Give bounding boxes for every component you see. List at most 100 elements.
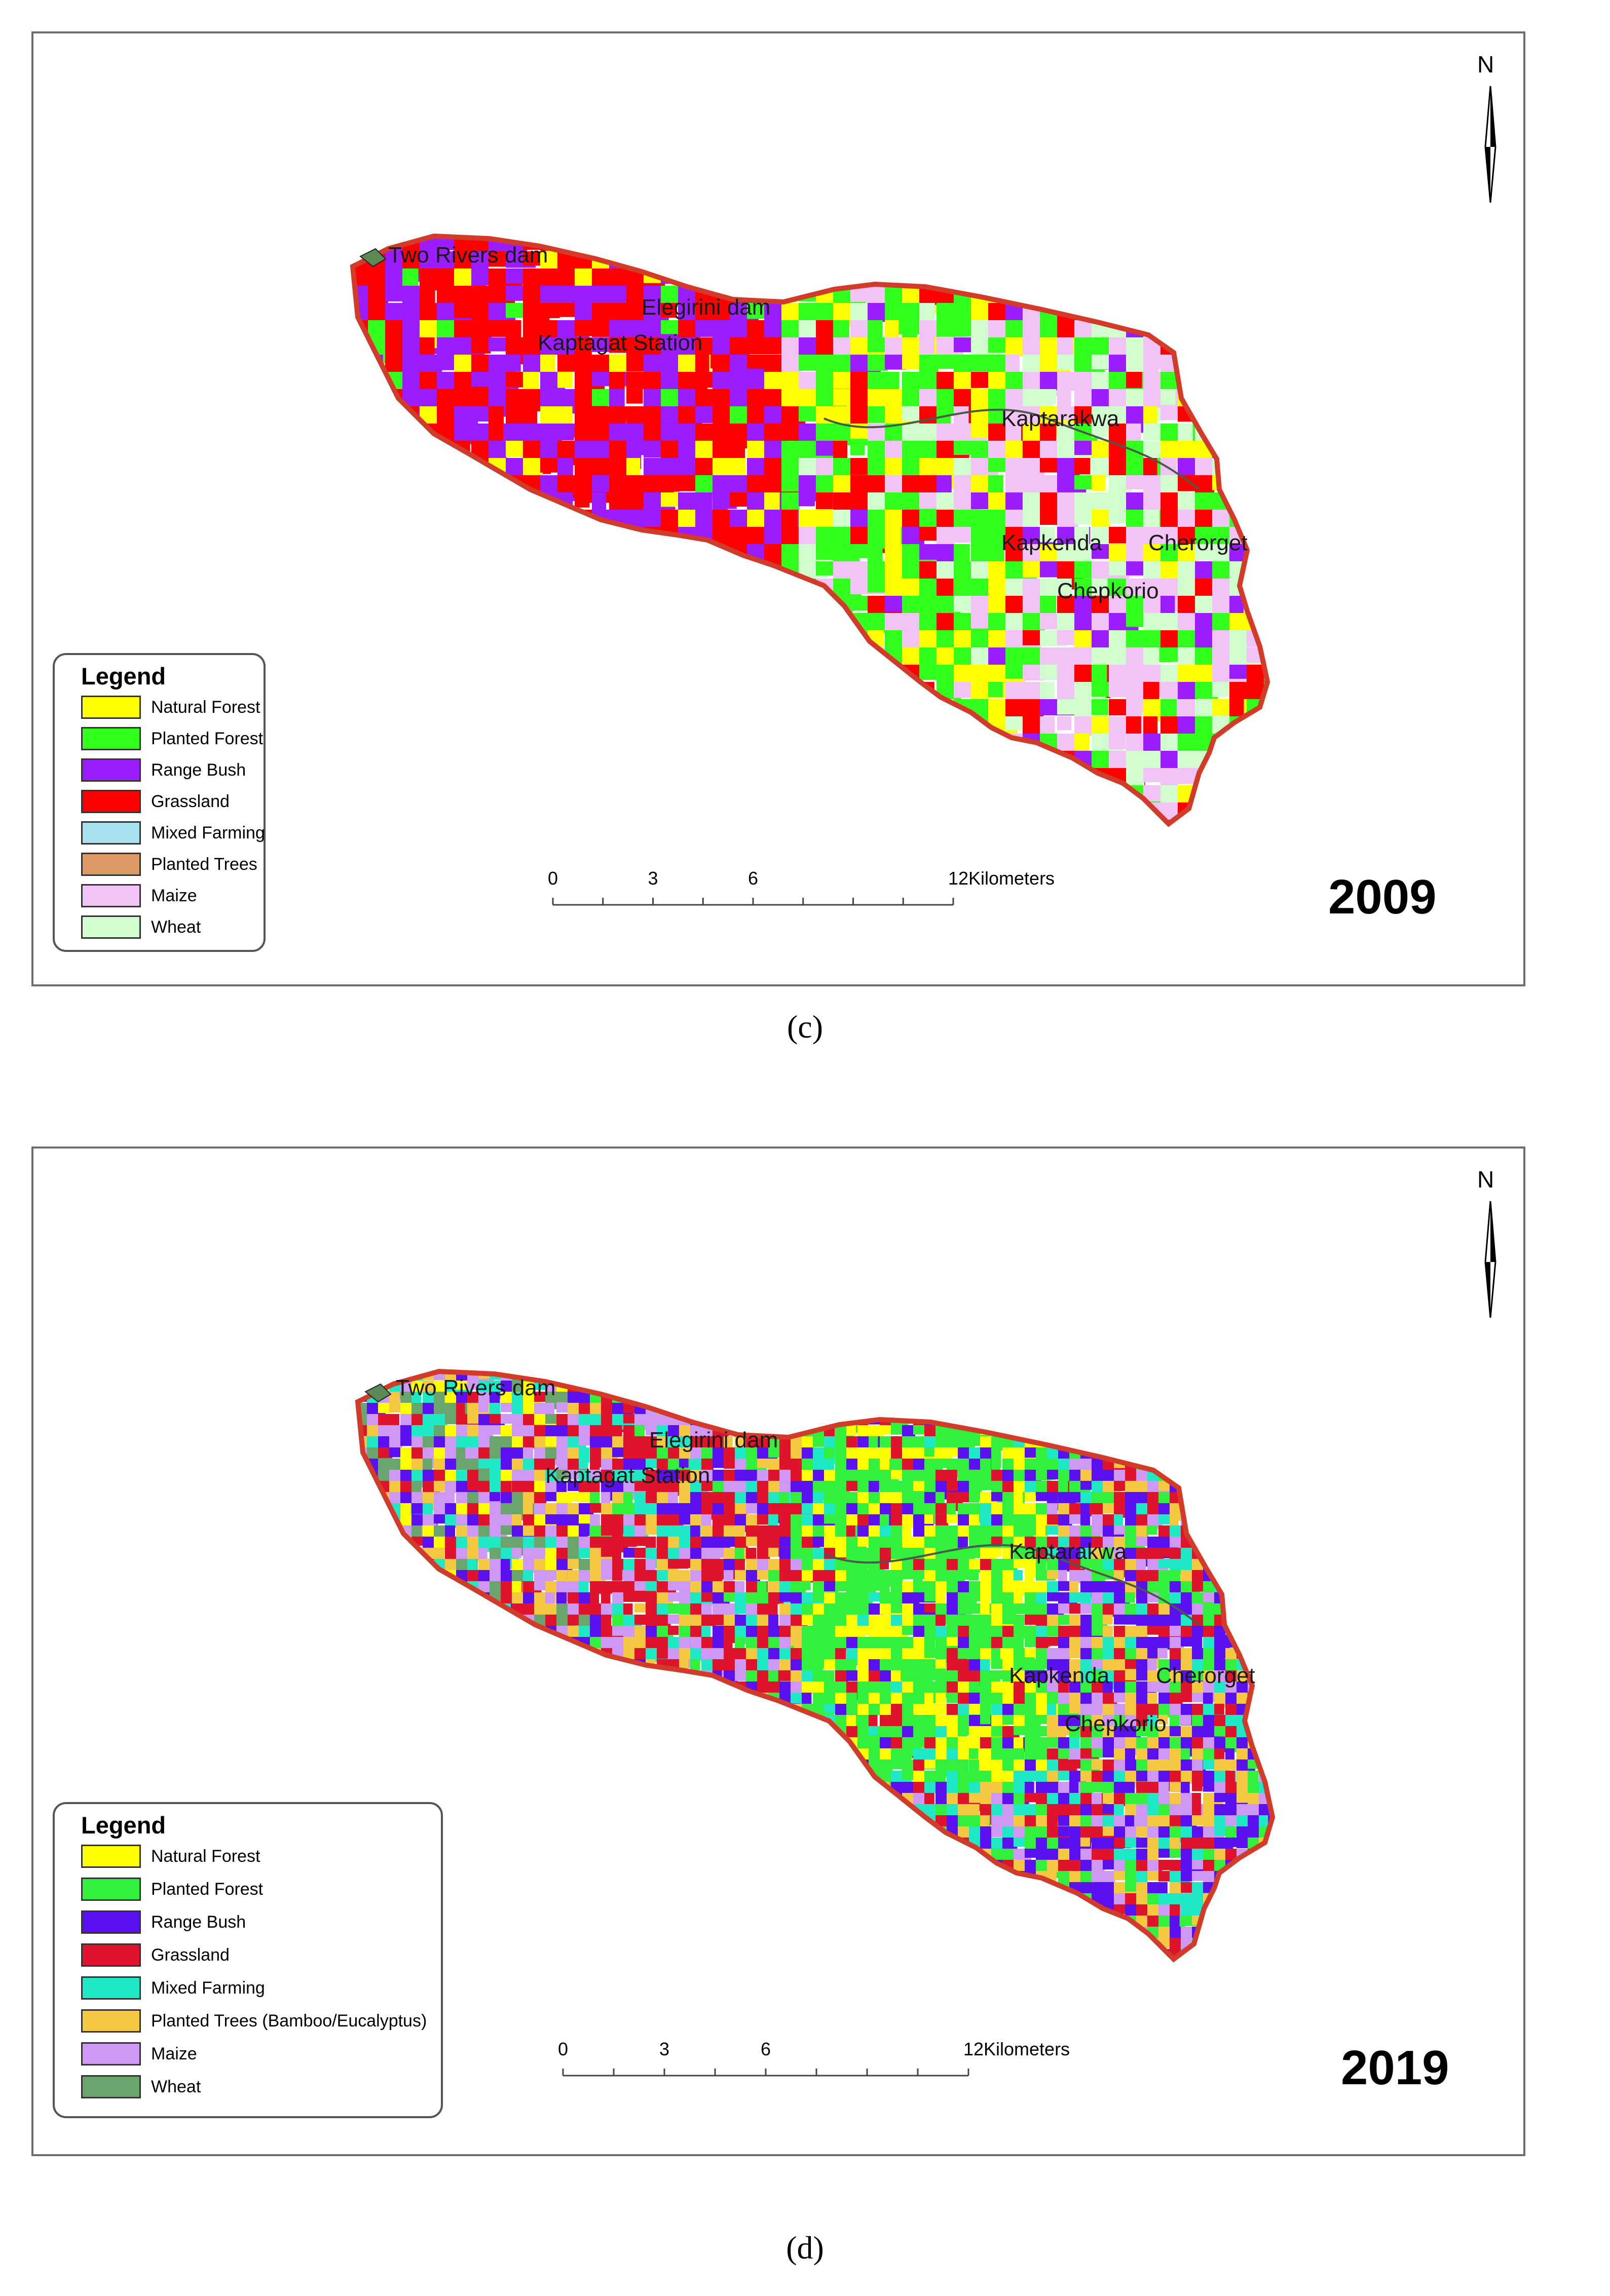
land-cover-patch [592, 785, 615, 812]
land-cover-patch [1270, 1459, 1272, 1480]
land-cover-patch [757, 1381, 783, 1401]
land-cover-patch [423, 1425, 435, 1435]
land-cover-patch [1264, 424, 1267, 449]
land-cover-patch [971, 820, 995, 824]
land-cover-patch [747, 251, 768, 267]
land-cover-patch [1270, 1414, 1272, 1424]
land-cover-patch [1270, 1626, 1272, 1645]
land-cover-patch [389, 1570, 412, 1592]
land-cover-patch [813, 1748, 823, 1763]
land-cover-patch [1214, 1459, 1239, 1469]
land-cover-patch [695, 820, 723, 824]
land-cover-patch [1178, 355, 1211, 384]
land-cover-patch [833, 768, 857, 801]
land-cover-patch [1125, 1381, 1143, 1390]
land-cover-patch [1270, 1481, 1272, 1499]
land-cover-patch [971, 734, 989, 764]
land-cover-patch [402, 579, 439, 603]
land-cover-patch [695, 699, 717, 729]
land-cover-patch [1195, 337, 1219, 370]
land-cover-patch [988, 734, 1007, 759]
land-cover-patch [612, 1771, 638, 1782]
land-cover-patch [634, 1748, 653, 1769]
land-cover-patch [523, 1726, 546, 1738]
land-cover-patch [612, 1693, 635, 1702]
land-cover-patch [1002, 1392, 1015, 1402]
land-cover-patch [799, 236, 831, 263]
land-cover-patch [368, 424, 388, 440]
land-cover-patch [735, 1704, 747, 1716]
land-cover-patch [779, 1759, 805, 1774]
land-cover-patch [385, 286, 404, 301]
land-cover-patch [781, 802, 811, 818]
land-cover-patch [1047, 1381, 1057, 1399]
land-cover-patch [545, 1715, 565, 1734]
land-cover-patch [1229, 424, 1259, 441]
land-cover-patch [1126, 475, 1145, 489]
land-cover-patch [1158, 1371, 1179, 1385]
land-cover-patch [467, 1748, 488, 1759]
scale-unit-label: Kilometers [968, 868, 1055, 889]
land-cover-patch [489, 682, 527, 707]
land-cover-patch [757, 1392, 776, 1404]
land-cover-patch [958, 1392, 968, 1410]
land-cover-patch [713, 613, 738, 629]
land-cover-patch [506, 682, 531, 696]
land-cover-patch [368, 785, 400, 799]
land-cover-patch [402, 527, 423, 560]
land-cover-patch [799, 699, 818, 724]
land-cover-patch [713, 1403, 725, 1413]
land-cover-patch [1192, 1459, 1211, 1477]
land-cover-patch [512, 1693, 521, 1706]
land-cover-patch [657, 1737, 677, 1757]
land-cover-patch [724, 1637, 733, 1648]
land-cover-patch [556, 1470, 571, 1480]
land-cover-patch [1203, 1481, 1221, 1494]
land-cover-patch [747, 665, 783, 691]
land-cover-patch [609, 665, 642, 692]
land-cover-patch [523, 647, 552, 677]
land-cover-patch [501, 1759, 527, 1772]
land-cover-patch [471, 475, 509, 503]
land-cover-patch [575, 802, 613, 824]
land-cover-patch [1160, 320, 1200, 334]
land-cover-patch [575, 613, 604, 643]
land-cover-patch [490, 1637, 515, 1655]
land-cover-patch [534, 1771, 558, 1782]
land-cover-patch [623, 1771, 647, 1781]
land-cover-patch [1160, 303, 1186, 337]
land-cover-patch [1214, 1371, 1232, 1383]
land-cover-patch [437, 458, 458, 484]
land-cover-patch [850, 751, 892, 766]
land-cover-patch [1126, 236, 1165, 259]
land-cover-patch [1158, 1648, 1168, 1659]
land-cover-patch [411, 1715, 422, 1737]
land-cover-patch [1225, 1403, 1248, 1424]
land-cover-patch [1023, 768, 1055, 786]
land-cover-patch [1248, 1392, 1269, 1405]
land-cover-patch [471, 579, 499, 609]
land-cover-patch [1014, 1403, 1040, 1416]
land-cover-patch [713, 1381, 738, 1400]
land-cover-patch [540, 269, 558, 286]
land-cover-patch [1040, 269, 1055, 284]
land-cover-patch [846, 1371, 856, 1389]
land-cover-patch [880, 1381, 898, 1399]
land-cover-patch [902, 1371, 926, 1390]
land-cover-patch [919, 716, 951, 748]
land-cover-patch [389, 1771, 416, 1782]
land-cover-patch [980, 1447, 992, 1460]
land-cover-patch [695, 647, 722, 662]
land-cover-patch [609, 544, 636, 560]
land-cover-patch [420, 820, 437, 824]
land-cover-patch [385, 768, 423, 784]
land-cover-patch [434, 1737, 450, 1757]
land-cover-patch [1225, 1559, 1248, 1568]
land-cover-patch [799, 734, 824, 750]
land-cover-patch [411, 1771, 434, 1782]
land-cover-patch [609, 596, 638, 627]
land-cover-patch [434, 1436, 447, 1448]
land-cover-patch [1248, 1648, 1265, 1663]
land-cover-patch [489, 665, 509, 697]
land-cover-patch [367, 1759, 378, 1779]
